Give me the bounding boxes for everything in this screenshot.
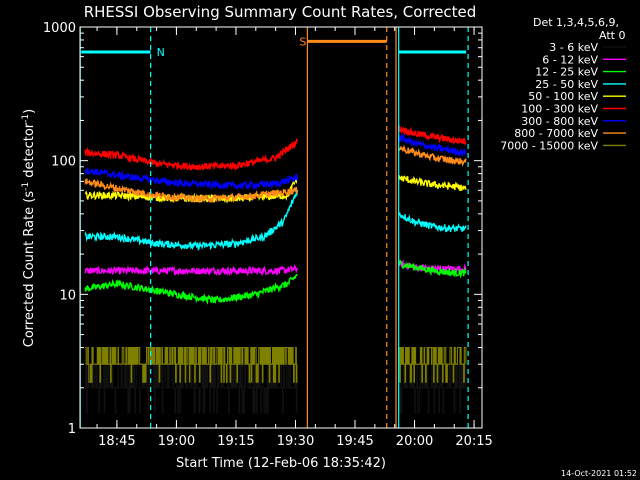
series-line-7000-15000kev-seg1 [85,346,298,383]
x-tick-label: 20:00 [396,434,433,449]
legend-label: 50 - 100 keV [528,90,598,103]
y-axis-label-main: Corrected Count Rate (s [22,191,37,348]
x-tick-label: 19:00 [158,434,195,449]
x-tick-label: 18:45 [98,434,135,449]
data-layer [84,125,467,414]
x-tick-label: 19:15 [217,434,254,449]
series-line-800-7000kev-seg2 [398,144,467,167]
legend-label: 25 - 50 keV [535,78,598,91]
y-axis-label-sup1: -1 [21,182,31,191]
series-line-3-6kev-seg2 [398,363,467,414]
y-tick-label: 1000 [43,21,76,36]
plot-frame [79,26,483,429]
y-tick-label: 10 [59,288,76,303]
series-line-25-50kev-seg1 [84,189,298,251]
legend-label: 6 - 12 keV [542,53,598,66]
bar-label-N: N [157,46,165,59]
legend-header-line: Att 0 [599,29,625,42]
footer-timestamp: 14-Oct-2021 01:52 [561,469,637,478]
series-line-300-800kev-seg2 [398,133,467,157]
series-line-100-300kev-seg2 [398,125,467,147]
series-line-25-50kev-seg2 [398,211,467,233]
series-line-6-12kev-seg1 [84,263,298,277]
series-line-12-25kev-seg1 [84,273,298,305]
x-tick-label: 20:15 [455,434,492,449]
legend-label: 12 - 25 keV [535,66,598,79]
series-line-800-7000kev-seg1 [84,178,298,204]
y-tick-label: 100 [51,155,76,170]
axes: 18:45 19:00 19:15 19:30 19:45 20:00 20:15 1 10 10… [43,21,493,449]
x-tick-label: 19:30 [277,434,314,449]
y-axis-label-mid: detector [22,122,37,182]
legend-label: 7000 - 15000 keV [500,139,598,152]
y-axis-label-end: ) [22,109,37,114]
x-tick-label: 19:45 [336,434,373,449]
x-axis-label: Start Time (12-Feb-06 18:35:42) [176,456,386,471]
legend-label: 3 - 6 keV [549,41,598,54]
legend-label: 800 - 7000 keV [514,127,598,140]
series-line-7000-15000kev-seg2 [398,346,467,383]
y-tick-label: 1 [68,422,76,437]
legend-label: 100 - 300 keV [521,103,598,116]
series-line-100-300kev-seg1 [84,138,298,172]
series-line-300-800kev-seg1 [84,167,298,191]
legend-header-line: Det 1,3,4,5,6,9, [533,16,619,29]
bar-label-S: S [299,35,306,48]
series-line-50-100kev-seg2 [398,175,467,192]
chart-title: RHESSI Observing Summary Count Rates, Co… [84,3,477,21]
series-line-3-6kev-seg1 [85,363,298,414]
legend-label: 300 - 800 keV [521,115,598,128]
y-axis-label-sup2: -1 [21,114,31,123]
series-line-12-25kev-seg2 [398,259,467,279]
y-axis-label: Corrected Count Rate (s-1 detector-1) [21,109,37,347]
